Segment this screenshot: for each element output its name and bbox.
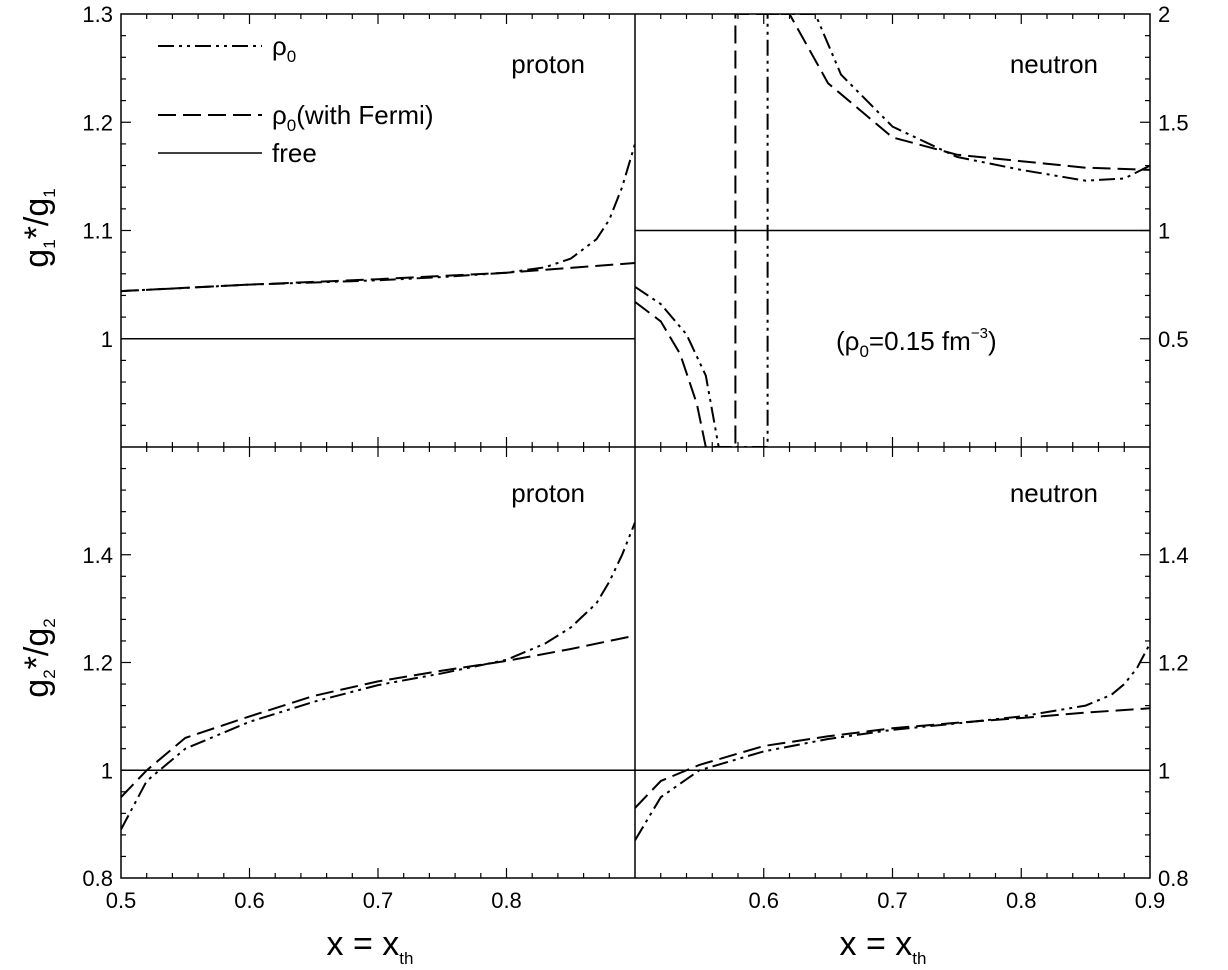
y-tick-label: 1.4 xyxy=(82,543,113,568)
y-tick-label: 1 xyxy=(101,758,113,783)
x-tick-label: 0.6 xyxy=(234,888,265,913)
y-tick-label: 1.4 xyxy=(1158,543,1189,568)
y-tick-label: 1.2 xyxy=(82,651,113,676)
series-line xyxy=(635,707,1150,809)
y-tick-label: 1 xyxy=(1158,758,1170,783)
y-tick-label: 2 xyxy=(1158,2,1170,27)
series-line xyxy=(121,634,635,798)
legend-label-rho0-fermi: ρ0(with Fermi) xyxy=(272,100,433,135)
x-tick-label: 0.5 xyxy=(106,888,137,913)
y-axis-title-bottom: g2*/g2 xyxy=(18,618,59,697)
panel-label-top-left: proton xyxy=(511,49,585,79)
x-axis-title-right: x = xth xyxy=(840,925,927,968)
density-annotation: (ρ0=0.15 fm−3) xyxy=(836,325,997,361)
y-tick-label: 1.5 xyxy=(1158,110,1189,135)
y-axis-title-top: g1*/g1 xyxy=(18,188,59,267)
x-tick-label: 0.7 xyxy=(363,888,394,913)
y-tick-label: 0.8 xyxy=(82,866,113,891)
y-tick-label: 1.1 xyxy=(82,219,113,244)
y-tick-label: 1.2 xyxy=(1158,651,1189,676)
panel-label-bottom-left: proton xyxy=(511,478,585,508)
plot-layer: 1 1.1 1.2 1.3 0.5 1 1.5 2 0.8 1 1.2 1.4 0.5 0.6 0.7 0.8… xyxy=(82,2,1188,913)
panel-label-bottom-right: neutron xyxy=(1010,478,1098,508)
y-tick-label: 1 xyxy=(101,327,113,352)
series-line xyxy=(121,522,635,830)
series-line xyxy=(635,643,1150,841)
series-line xyxy=(121,262,635,293)
legend-label-rho0: ρ0 xyxy=(272,31,296,66)
y-tick-label: 1 xyxy=(1158,219,1170,244)
legend: ρ0 ρ0(with Fermi) free xyxy=(158,31,433,168)
x-tick-label: 0.8 xyxy=(491,888,522,913)
y-tick-label: 1.3 xyxy=(82,2,113,27)
x-tick-label: 0.7 xyxy=(877,888,908,913)
legend-label-free: free xyxy=(272,138,317,168)
series-line xyxy=(635,14,1150,447)
y-tick-label: 0.5 xyxy=(1158,327,1189,352)
x-tick-label: 0.9 xyxy=(1135,888,1166,913)
y-tick-label: 1.2 xyxy=(82,110,113,135)
x-tick-label: 0.8 xyxy=(1006,888,1037,913)
y-tick-label: 0.8 xyxy=(1158,866,1189,891)
x-tick-label: 0.6 xyxy=(748,888,779,913)
series-line xyxy=(635,14,1150,447)
x-axis-title-left: x = xth xyxy=(327,925,414,968)
panel-label-top-right: neutron xyxy=(1010,49,1098,79)
